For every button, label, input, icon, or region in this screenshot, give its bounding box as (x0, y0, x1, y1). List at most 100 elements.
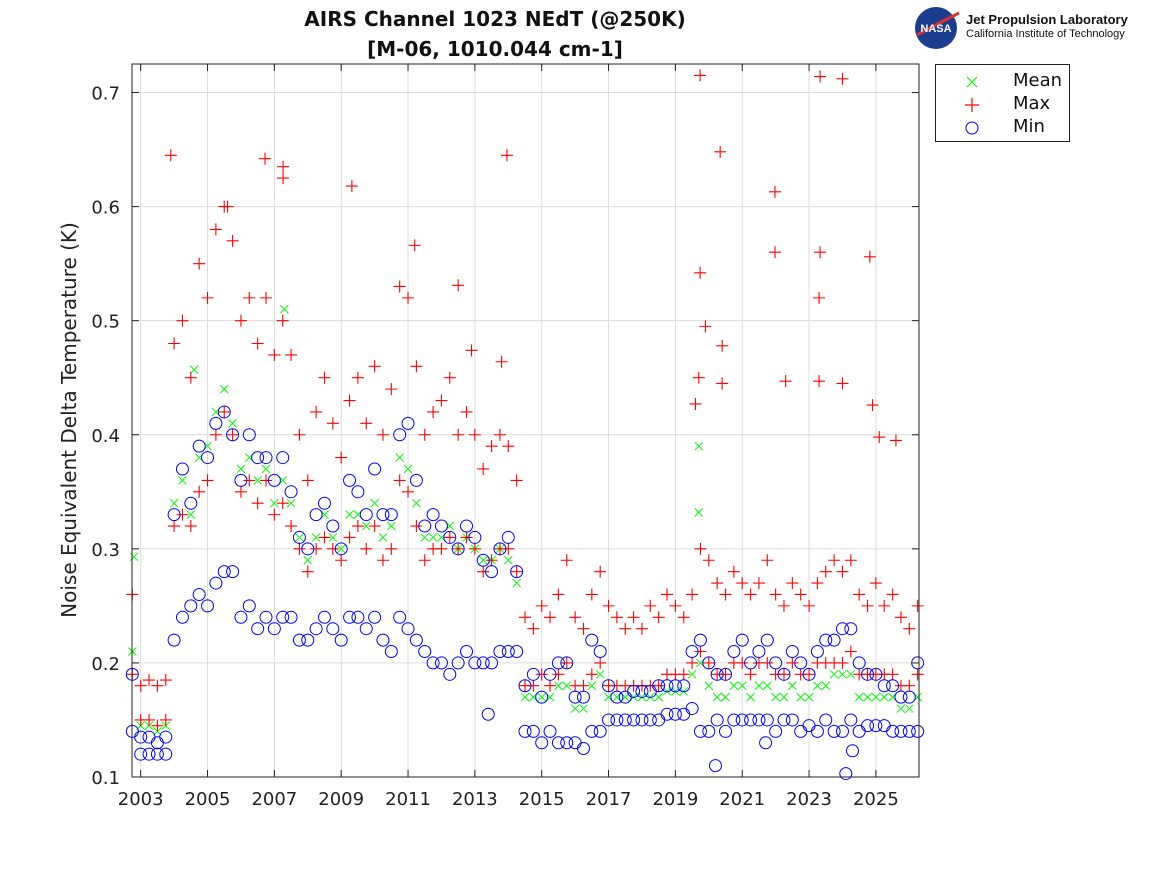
mean-point (295, 533, 304, 542)
mean-point (570, 704, 580, 713)
min-point (209, 576, 223, 590)
mean-point (270, 498, 279, 508)
min-point (251, 451, 265, 465)
max-point (477, 565, 490, 578)
max-point (692, 371, 705, 384)
max-point (527, 622, 540, 635)
max-point (544, 611, 557, 624)
mean-point (261, 464, 271, 474)
series-mean (127, 304, 923, 736)
max-point (853, 588, 866, 601)
mean-point (403, 464, 413, 474)
min-point (209, 416, 223, 430)
min-point (576, 690, 590, 704)
min-point (393, 610, 407, 624)
min-point (886, 724, 900, 738)
max-point (402, 485, 415, 498)
min-point (284, 485, 298, 499)
min-point (585, 633, 599, 647)
min-point (819, 713, 833, 727)
min-point (551, 736, 565, 750)
max-point (518, 611, 531, 624)
mean-point (863, 692, 872, 702)
max-point (335, 554, 348, 567)
min-point (134, 730, 148, 744)
min-point (869, 667, 883, 681)
mean-point (694, 441, 704, 451)
max-point (418, 428, 431, 441)
min-point (886, 679, 900, 693)
max-point (619, 622, 632, 635)
min-point (839, 767, 853, 781)
min-point (301, 633, 315, 647)
max-point (460, 531, 473, 544)
min-point (911, 656, 925, 670)
min-point (485, 565, 499, 579)
mean-point (787, 681, 797, 691)
mean-point (520, 692, 530, 702)
mean-point (537, 692, 547, 702)
max-point (635, 622, 648, 635)
mean-point (721, 692, 730, 702)
min-point (810, 645, 824, 659)
max-point (911, 668, 924, 681)
max-point (209, 223, 222, 236)
min-point (167, 633, 181, 647)
max-point (159, 713, 172, 726)
max-point (351, 520, 364, 533)
min-point (568, 690, 582, 704)
max-point (569, 611, 582, 624)
mean-point (186, 510, 196, 519)
max-point (669, 599, 682, 612)
mean-point (412, 498, 421, 508)
max-point (777, 599, 790, 612)
min-point (702, 656, 716, 670)
x-tick-label: 2011 (385, 789, 431, 810)
min-point (443, 667, 457, 681)
max-point (786, 577, 799, 590)
max-point (844, 645, 857, 658)
min-point (234, 610, 248, 624)
min-point (142, 747, 156, 761)
min-point (384, 508, 398, 522)
mean-point (503, 555, 513, 565)
max-point (343, 394, 356, 407)
mean-point (704, 681, 714, 691)
max-point (552, 588, 565, 601)
max-point (184, 520, 197, 533)
x-tick-label: 2005 (185, 789, 231, 810)
max-point (310, 405, 323, 418)
min-point (326, 519, 340, 533)
min-point (819, 633, 833, 647)
max-point (644, 599, 657, 612)
min-point (627, 713, 641, 727)
max-point (477, 462, 490, 475)
mean-point (771, 692, 780, 702)
svg-text:NASA: NASA (920, 23, 951, 35)
min-point (334, 633, 348, 647)
x-tick-label: 2013 (452, 789, 498, 810)
max-point (602, 599, 615, 612)
min-point (501, 645, 515, 659)
min-point (226, 565, 240, 579)
min-point (309, 508, 323, 522)
mean-point (896, 704, 906, 713)
min-point (426, 656, 440, 670)
max-point (803, 668, 816, 681)
min-point (708, 759, 722, 773)
min-point (217, 565, 231, 579)
max-point (301, 565, 314, 578)
min-point (259, 610, 273, 624)
min-point (693, 724, 707, 738)
min-point (184, 599, 198, 613)
x-tick-label: 2015 (519, 789, 565, 810)
max-point (652, 679, 665, 692)
max-point (878, 599, 891, 612)
max-point (151, 679, 164, 692)
max-point (527, 679, 540, 692)
max-point (418, 554, 431, 567)
min-point (845, 744, 859, 758)
mean-point (854, 692, 864, 702)
min-point (535, 690, 549, 704)
max-point (221, 200, 234, 213)
